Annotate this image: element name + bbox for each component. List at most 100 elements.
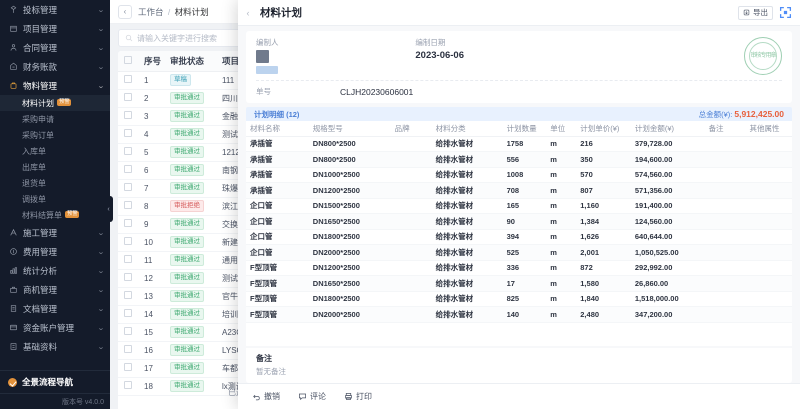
row-checkbox-cell[interactable] <box>118 71 138 90</box>
row-checkbox[interactable] <box>124 93 132 101</box>
row-checkbox-cell[interactable] <box>118 251 138 270</box>
detail-cell-8 <box>704 182 746 199</box>
row-checkbox[interactable] <box>124 111 132 119</box>
detail-table-row[interactable]: F型顶管 DN1200*2500 给排水管材 336 m 872 292,992.00 <box>246 260 792 276</box>
detail-cell-6: 1,840 <box>576 291 631 307</box>
row-checkbox[interactable] <box>124 75 132 83</box>
sidebar-item-3[interactable]: 商机管理 ⌄ <box>0 280 110 299</box>
breadcrumb-root[interactable]: 工作台 <box>138 6 164 17</box>
detail-cell-2 <box>390 136 432 152</box>
row-checkbox[interactable] <box>124 381 132 389</box>
detail-table-row[interactable]: F型顶管 DN1650*2500 给排水管材 17 m 1,580 26,860.00 <box>246 275 792 292</box>
detail-table-row[interactable]: 企口管 DN2000*2500 给排水管材 525 m 2,001 1,050,525.00 <box>246 244 792 261</box>
sidebar-item-0[interactable]: 施工管理 ⌄ <box>0 223 110 242</box>
sidebar-item-6[interactable]: 基础资料 ⌄ <box>0 337 110 356</box>
row-checkbox-cell[interactable] <box>118 287 138 306</box>
row-checkbox-cell[interactable] <box>118 125 138 144</box>
row-no: 15 <box>138 323 164 342</box>
row-no: 6 <box>138 161 164 180</box>
detail-cell-7: 1,518,000.00 <box>630 291 705 307</box>
row-status: 审批拒绝 <box>164 197 216 216</box>
row-checkbox-cell[interactable] <box>118 197 138 216</box>
detail-table-row[interactable]: 企口管 DN1800*2500 给排水管材 394 m 1,626 640,644.00 <box>246 229 792 245</box>
sidebar-item-4[interactable]: 文档管理 ⌄ <box>0 299 110 318</box>
row-checkbox[interactable] <box>124 201 132 209</box>
row-checkbox[interactable] <box>124 309 132 317</box>
row-checkbox-cell[interactable] <box>118 269 138 288</box>
sidebar-subitem-入库单[interactable]: 入库单 <box>0 143 110 159</box>
detail-table-row[interactable]: 承插管 DN1200*2500 给排水管材 708 m 807 571,356.00 <box>246 182 792 199</box>
row-checkbox[interactable] <box>124 165 132 173</box>
row-checkbox[interactable] <box>124 255 132 263</box>
date-field: 编制日期 2023-06-06 <box>415 37 622 74</box>
sidebar-subitem-label: 调拨单 <box>22 194 46 204</box>
row-checkbox[interactable] <box>124 219 132 227</box>
sidebar-item-2[interactable]: 合同管理 ⌄ <box>0 38 110 57</box>
sidebar-subitem-调拨单[interactable]: 调拨单 <box>0 191 110 207</box>
打印-button[interactable]: 打印 <box>344 391 372 402</box>
col-header-status[interactable]: 审批状态 <box>164 51 216 72</box>
sidebar-subitem-采购申请[interactable]: 采购申请 <box>0 111 110 127</box>
sidebar-subitem-出库单[interactable]: 出库单 <box>0 159 110 175</box>
export-label: 导出 <box>753 8 768 17</box>
row-checkbox-cell[interactable] <box>118 233 138 252</box>
detail-cell-1: DN1650*2500 <box>308 213 391 230</box>
export-button[interactable]: 导出 <box>738 5 773 20</box>
sidebar-item-1[interactable]: 项目管理 ⌄ <box>0 19 110 38</box>
row-checkbox[interactable] <box>124 129 132 137</box>
row-checkbox-cell[interactable] <box>118 341 138 360</box>
detail-cell-5: m <box>546 306 577 323</box>
detail-table-row[interactable]: 承插管 DN1000*2500 给排水管材 1008 m 570 574,560.00 <box>246 167 792 183</box>
fullscreen-button[interactable] <box>779 6 792 19</box>
row-checkbox-cell[interactable] <box>118 305 138 324</box>
sidebar-item-2[interactable]: 统计分析 ⌄ <box>0 261 110 280</box>
row-checkbox[interactable] <box>124 237 132 245</box>
detail-table-row[interactable]: 承插管 DN800*2500 给排水管材 1758 m 216 379,728.00 <box>246 136 792 152</box>
sidebar-item-4[interactable]: 物料管理 ⌄ <box>0 76 110 95</box>
sidebar-subitem-材料结算单[interactable]: 材料结算单 预警 <box>0 207 110 223</box>
select-all-header[interactable] <box>118 51 138 72</box>
flow-guide-button[interactable]: 全景流程导航 <box>0 371 110 393</box>
sidebar-item-0[interactable]: 投标管理 ⌄ <box>0 0 110 19</box>
row-checkbox[interactable] <box>124 291 132 299</box>
row-status: 审批通过 <box>164 359 216 378</box>
sidebar-subitem-采购订单[interactable]: 采购订单 <box>0 127 110 143</box>
row-checkbox[interactable] <box>124 273 132 281</box>
sidebar-item-5[interactable]: 资金账户管理 ⌄ <box>0 318 110 337</box>
detail-cell-6: 2,480 <box>576 306 631 323</box>
sidebar-collapse-toggle[interactable]: ‹ <box>104 196 113 222</box>
modal-back-icon[interactable]: ‹ <box>246 7 250 18</box>
total-amount: 总金额(¥): 5,912,425.00 <box>699 109 784 120</box>
chevron-down-icon: ⌄ <box>97 44 105 52</box>
detail-table-row[interactable]: F型顶管 DN1800*2500 给排水管材 825 m 1,840 1,518,000.0… <box>246 291 792 307</box>
detail-col-header-6: 计划单价(¥) <box>576 121 631 137</box>
detail-table-row[interactable]: 承插管 DN800*2500 给排水管材 556 m 350 194,600.00 <box>246 151 792 168</box>
detail-table-row[interactable]: 企口管 DN1500*2500 给排水管材 165 m 1,160 191,400.00 <box>246 198 792 214</box>
sidebar-item-1[interactable]: 费用管理 ⌄ <box>0 242 110 261</box>
row-checkbox-cell[interactable] <box>118 107 138 126</box>
row-checkbox-cell[interactable] <box>118 143 138 162</box>
print-icon <box>345 393 352 400</box>
row-checkbox-cell[interactable] <box>118 89 138 108</box>
评论-button[interactable]: 评论 <box>298 391 326 402</box>
row-checkbox-cell[interactable] <box>118 215 138 234</box>
detail-table-row[interactable]: F型顶管 DN2000*2500 给排水管材 140 m 2,480 347,200.00 <box>246 306 792 323</box>
row-checkbox-cell[interactable] <box>118 359 138 378</box>
select-all-checkbox[interactable] <box>124 55 132 64</box>
row-checkbox-cell[interactable] <box>118 323 138 342</box>
row-checkbox-cell[interactable] <box>118 377 138 396</box>
col-header-no[interactable]: 序号 <box>138 51 164 72</box>
row-checkbox[interactable] <box>124 147 132 155</box>
撤销-button[interactable]: 撤销 <box>252 391 280 402</box>
back-button[interactable]: ‹ <box>118 4 132 19</box>
detail-table-row[interactable]: 企口管 DN1650*2500 给排水管材 90 m 1,384 124,560.00 <box>246 213 792 230</box>
row-checkbox-cell[interactable] <box>118 179 138 198</box>
row-checkbox[interactable] <box>124 183 132 191</box>
sidebar-item-3[interactable]: 财务账款 ⌄ <box>0 57 110 76</box>
row-checkbox[interactable] <box>124 327 132 335</box>
row-checkbox[interactable] <box>124 345 132 353</box>
sidebar-subitem-材料计划[interactable]: 材料计划 预警 <box>0 95 110 111</box>
row-checkbox[interactable] <box>124 363 132 371</box>
sidebar-subitem-退货单[interactable]: 退货单 <box>0 175 110 191</box>
row-checkbox-cell[interactable] <box>118 161 138 180</box>
